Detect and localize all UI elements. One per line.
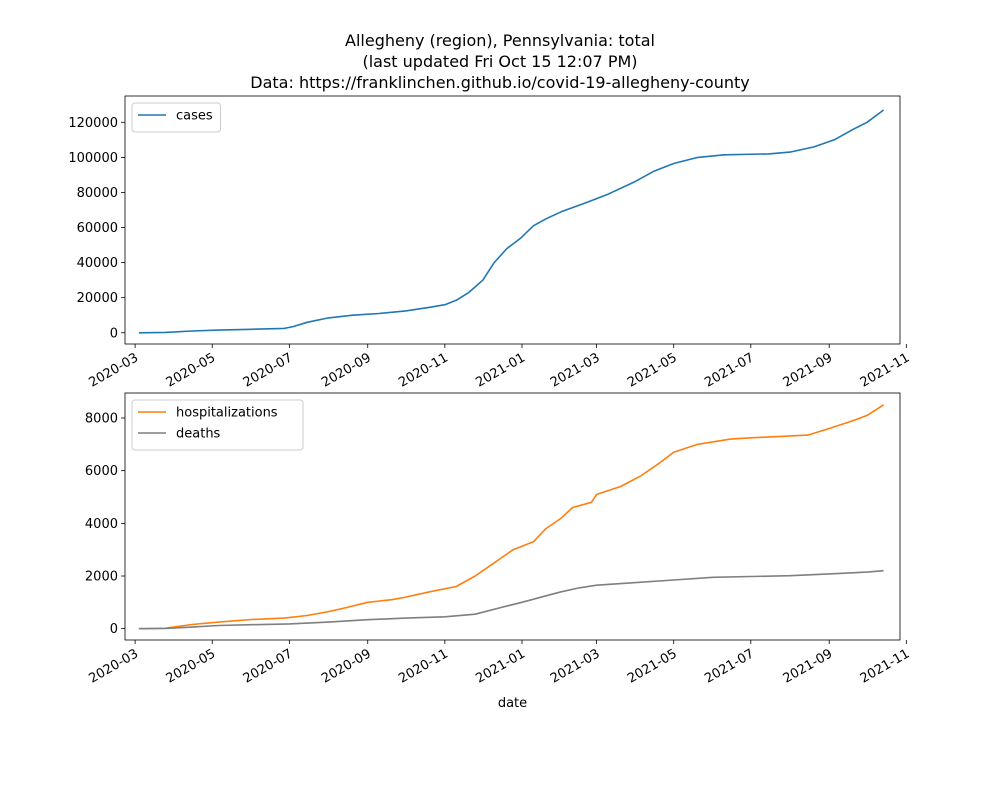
y-tick-label: 8000 bbox=[85, 412, 118, 427]
x-tick-label: 2020-03 bbox=[87, 350, 142, 390]
x-tick-label: 2021-09 bbox=[781, 646, 836, 686]
legend-label-deaths: deaths bbox=[176, 427, 221, 442]
axes-frame bbox=[124, 95, 901, 345]
x-tick-label: 2020-07 bbox=[241, 646, 296, 686]
y-tick-label: 120000 bbox=[68, 116, 118, 131]
x-tick-label: 2021-03 bbox=[548, 646, 603, 686]
y-tick-label: 40000 bbox=[77, 256, 118, 271]
x-tick-label: 2021-05 bbox=[625, 350, 680, 390]
y-tick-label: 60000 bbox=[77, 221, 118, 236]
x-tick-label: 2020-09 bbox=[319, 646, 374, 686]
figure-title-line-1: Allegheny (region), Pennsylvania: total bbox=[345, 31, 655, 50]
series-line-deaths bbox=[138, 569, 884, 630]
x-tick-label: 2020-07 bbox=[241, 350, 296, 390]
x-axis-label: date bbox=[498, 696, 527, 711]
x-tick-label: 2020-11 bbox=[396, 350, 451, 390]
figure-title: Allegheny (region), Pennsylvania: total … bbox=[0, 30, 1000, 93]
legend-label-cases: cases bbox=[176, 109, 213, 124]
chart-panel-1: 0 20000 40000 60000 80000 100000 120000 2020-03… bbox=[68, 95, 913, 391]
figure-title-line-3: Data: https://franklinchen.github.io/cov… bbox=[250, 73, 750, 92]
chart-panel-2: 0 2000 4000 6000 8000 2020-03 2020-05 2020-07 20… bbox=[85, 392, 913, 711]
legend-label-hospitalizations: hospitalizations bbox=[176, 406, 278, 421]
legend-box bbox=[131, 102, 221, 133]
y-tick-label: 0 bbox=[110, 326, 118, 341]
x-tick-label: 2020-05 bbox=[164, 646, 219, 686]
x-tick-label: 2021-01 bbox=[473, 646, 528, 686]
x-tick-label: 2020-11 bbox=[396, 646, 451, 686]
y-tick-label: 2000 bbox=[85, 570, 118, 585]
y-tick-label: 6000 bbox=[85, 464, 118, 479]
x-tick-label: 2021-11 bbox=[858, 646, 913, 686]
legend: hospitalizations deaths bbox=[131, 399, 304, 451]
x-tick-label: 2021-07 bbox=[702, 350, 757, 390]
axes-frame bbox=[124, 392, 901, 641]
x-tick-label: 2021-07 bbox=[702, 646, 757, 686]
x-tick-label: 2021-11 bbox=[858, 350, 913, 390]
x-tick-label: 2021-05 bbox=[625, 646, 680, 686]
legend-box bbox=[131, 399, 304, 451]
x-tick-label: 2020-03 bbox=[87, 646, 142, 686]
legend: cases bbox=[131, 102, 221, 133]
y-tick-label: 20000 bbox=[77, 291, 118, 306]
y-tick-label: 4000 bbox=[85, 517, 118, 532]
y-tick-label: 80000 bbox=[77, 186, 118, 201]
x-tick-label: 2021-09 bbox=[781, 350, 836, 390]
x-tick-label: 2020-05 bbox=[164, 350, 219, 390]
x-tick-label: 2021-03 bbox=[548, 350, 603, 390]
y-tick-label: 100000 bbox=[68, 151, 118, 166]
series-line-cases bbox=[138, 109, 885, 334]
y-tick-label: 0 bbox=[110, 622, 118, 637]
figure-title-line-2: (last updated Fri Oct 15 12:07 PM) bbox=[362, 52, 638, 71]
series-line-hospitalizations bbox=[138, 404, 885, 630]
x-tick-label: 2021-01 bbox=[473, 350, 528, 390]
x-tick-label: 2020-09 bbox=[319, 350, 374, 390]
